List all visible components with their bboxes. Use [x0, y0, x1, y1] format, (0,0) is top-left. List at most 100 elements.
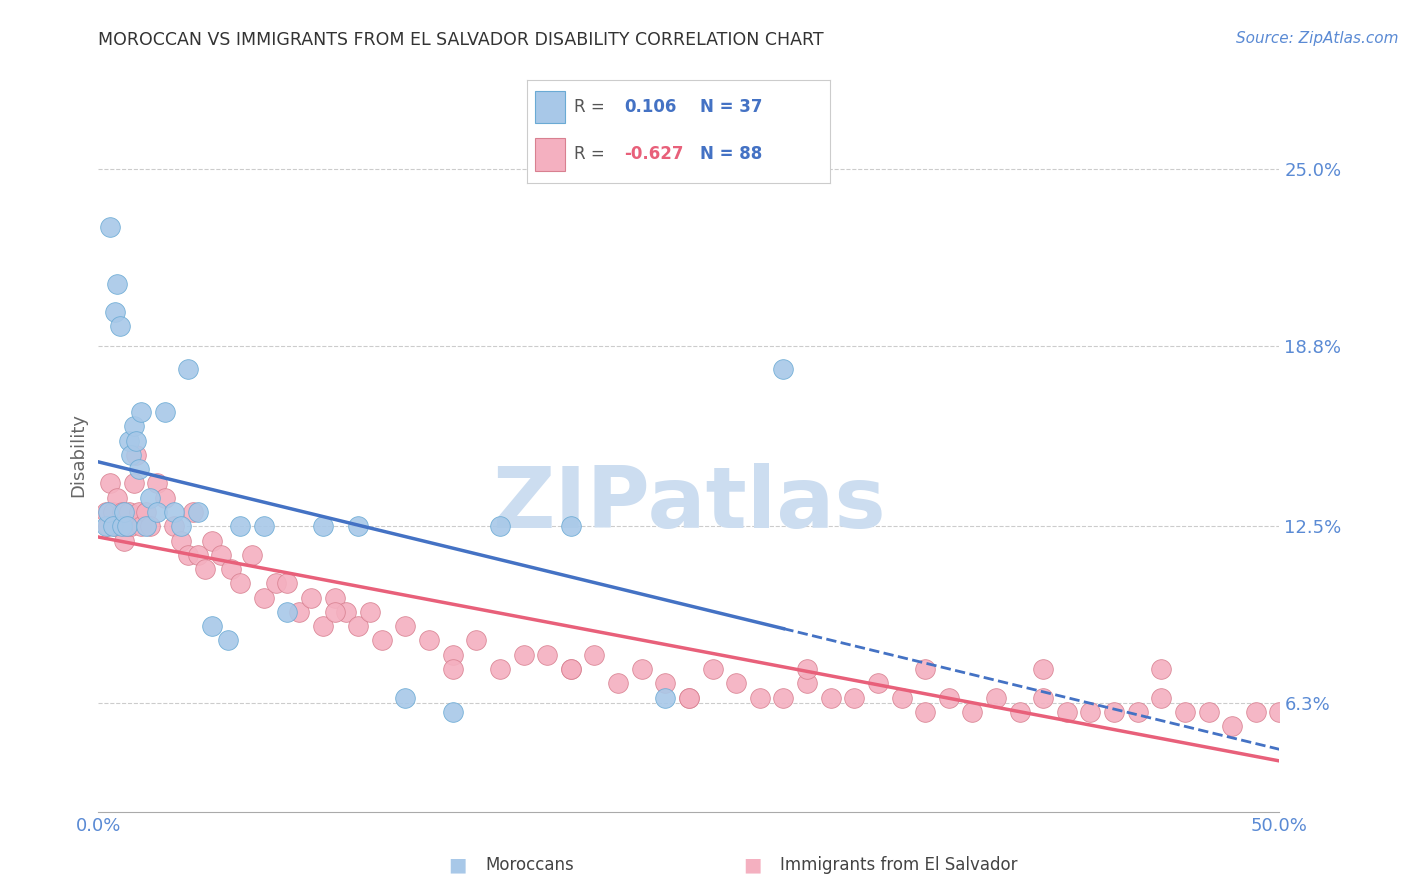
Point: [654, 676, 676, 690]
Point: [1244, 705, 1267, 719]
Point: [163, 519, 186, 533]
Point: [187, 548, 209, 562]
Point: [146, 476, 169, 491]
Point: [1174, 705, 1197, 719]
Point: [118, 505, 141, 519]
Point: [702, 662, 724, 676]
Point: [1056, 705, 1078, 719]
Point: [962, 705, 984, 719]
Point: [111, 505, 134, 519]
Point: [394, 690, 416, 705]
Point: [153, 491, 176, 505]
Point: [678, 690, 700, 705]
Text: -0.627: -0.627: [624, 145, 683, 163]
Text: R =: R =: [574, 98, 605, 116]
Point: [229, 576, 252, 591]
Point: [98, 476, 121, 491]
Point: [914, 662, 936, 676]
Point: [914, 705, 936, 719]
Point: [122, 419, 145, 434]
Point: [1126, 705, 1149, 719]
Point: [177, 362, 200, 376]
Point: [1080, 705, 1102, 719]
Point: [1102, 705, 1125, 719]
Point: [678, 690, 700, 705]
Point: [796, 662, 818, 676]
Point: [312, 519, 335, 533]
Point: [217, 633, 239, 648]
Bar: [534, 137, 565, 170]
Bar: [534, 91, 565, 123]
Point: [536, 648, 558, 662]
Point: [104, 305, 127, 319]
Text: ■: ■: [742, 855, 762, 875]
Point: [1198, 705, 1220, 719]
Point: [98, 219, 121, 234]
Point: [125, 434, 148, 448]
Point: [560, 519, 582, 533]
Point: [163, 505, 186, 519]
Point: [209, 548, 232, 562]
Point: [1150, 662, 1173, 676]
Point: [101, 519, 124, 533]
Point: [359, 605, 381, 619]
Point: [111, 519, 134, 533]
Point: [153, 405, 176, 419]
Point: [394, 619, 416, 633]
Point: [135, 505, 157, 519]
Point: [112, 533, 135, 548]
Point: [938, 690, 960, 705]
Point: [654, 690, 676, 705]
Point: [201, 619, 224, 633]
Point: [139, 519, 162, 533]
Point: [820, 690, 842, 705]
Point: [984, 690, 1007, 705]
Point: [129, 519, 152, 533]
Text: N = 37: N = 37: [700, 98, 762, 116]
Point: [135, 519, 157, 533]
Text: ■: ■: [447, 855, 467, 875]
Point: [128, 462, 150, 476]
Point: [146, 505, 169, 519]
Point: [115, 519, 138, 533]
Point: [560, 662, 582, 676]
Point: [772, 362, 794, 376]
Point: [288, 605, 311, 619]
Point: [253, 519, 276, 533]
Point: [125, 448, 148, 462]
Point: [97, 519, 120, 533]
Point: [312, 619, 335, 633]
Point: [866, 676, 889, 690]
Point: [187, 505, 209, 519]
Point: [607, 676, 630, 690]
Point: [108, 519, 131, 533]
Point: [97, 505, 120, 519]
Point: [253, 591, 276, 605]
Point: [1032, 662, 1054, 676]
Point: [104, 519, 127, 533]
Point: [583, 648, 606, 662]
Point: [725, 676, 748, 690]
Point: [347, 519, 370, 533]
Point: [796, 676, 818, 690]
Point: [177, 548, 200, 562]
Point: [323, 591, 346, 605]
Point: [1032, 690, 1054, 705]
Point: [1220, 719, 1243, 733]
Point: [441, 648, 464, 662]
Point: [122, 476, 145, 491]
Point: [489, 662, 512, 676]
Point: [118, 434, 141, 448]
Point: [129, 405, 152, 419]
Point: [335, 605, 357, 619]
Point: [108, 319, 131, 334]
Text: Source: ZipAtlas.com: Source: ZipAtlas.com: [1236, 31, 1399, 46]
Point: [128, 505, 150, 519]
Point: [105, 277, 128, 291]
Point: [101, 505, 124, 519]
Point: [748, 690, 770, 705]
Point: [844, 690, 866, 705]
Point: [1008, 705, 1031, 719]
Point: [276, 605, 298, 619]
Point: [347, 619, 370, 633]
